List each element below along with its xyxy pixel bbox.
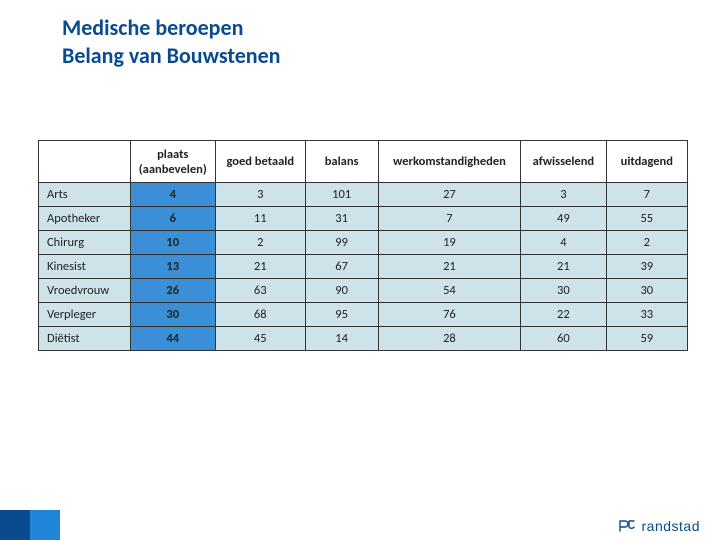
table-cell: 68 bbox=[215, 303, 305, 327]
table-cell: 99 bbox=[305, 231, 378, 255]
table-row: Diëtist444514286059 bbox=[39, 327, 688, 351]
header-col-0: plaats (aanbevelen) bbox=[130, 141, 215, 183]
row-label: Apotheker bbox=[39, 207, 131, 231]
table-body: Arts431012737Apotheker6113174955Chirurg1… bbox=[39, 183, 688, 351]
brand-text: randstad bbox=[642, 518, 700, 534]
table-row: Vroedvrouw266390543030 bbox=[39, 279, 688, 303]
table-cell: 22 bbox=[521, 303, 606, 327]
table-cell: 2 bbox=[215, 231, 305, 255]
table-cell: 21 bbox=[215, 255, 305, 279]
table-row: Kinesist132167212139 bbox=[39, 255, 688, 279]
table-cell: 14 bbox=[305, 327, 378, 351]
table-cell: 67 bbox=[305, 255, 378, 279]
row-label: Kinesist bbox=[39, 255, 131, 279]
table-cell: 3 bbox=[521, 183, 606, 207]
table-cell: 28 bbox=[378, 327, 520, 351]
header-col-3: werkomstandigheden bbox=[378, 141, 520, 183]
table-cell: 7 bbox=[378, 207, 520, 231]
header-col-5: uitdagend bbox=[606, 141, 687, 183]
header-col-1: goed betaald bbox=[215, 141, 305, 183]
table-row: Chirurg102991942 bbox=[39, 231, 688, 255]
footer-square-2 bbox=[30, 510, 60, 540]
table-cell: 33 bbox=[606, 303, 687, 327]
table-cell: 60 bbox=[521, 327, 606, 351]
table-cell: 49 bbox=[521, 207, 606, 231]
table-cell: 44 bbox=[130, 327, 215, 351]
header-empty bbox=[39, 141, 131, 183]
table-cell: 45 bbox=[215, 327, 305, 351]
table-cell: 10 bbox=[130, 231, 215, 255]
row-label: Arts bbox=[39, 183, 131, 207]
randstad-icon bbox=[618, 519, 636, 533]
title-line-1: Medische beroepen bbox=[62, 14, 720, 42]
data-table: plaats (aanbevelen) goed betaald balans … bbox=[38, 140, 688, 351]
table-cell: 2 bbox=[606, 231, 687, 255]
table-cell: 101 bbox=[305, 183, 378, 207]
slide-title: Medische beroepen Belang van Bouwstenen bbox=[0, 0, 720, 69]
table-cell: 95 bbox=[305, 303, 378, 327]
table-cell: 4 bbox=[130, 183, 215, 207]
table-cell: 30 bbox=[130, 303, 215, 327]
table-cell: 30 bbox=[521, 279, 606, 303]
table-cell: 26 bbox=[130, 279, 215, 303]
table-row: Arts431012737 bbox=[39, 183, 688, 207]
table-cell: 90 bbox=[305, 279, 378, 303]
table-cell: 13 bbox=[130, 255, 215, 279]
table-cell: 39 bbox=[606, 255, 687, 279]
table-cell: 55 bbox=[606, 207, 687, 231]
table-cell: 54 bbox=[378, 279, 520, 303]
table-cell: 21 bbox=[378, 255, 520, 279]
table-cell: 19 bbox=[378, 231, 520, 255]
slide-footer: randstad bbox=[0, 510, 720, 540]
table-row: Apotheker6113174955 bbox=[39, 207, 688, 231]
row-label: Diëtist bbox=[39, 327, 131, 351]
table-cell: 21 bbox=[521, 255, 606, 279]
table-cell: 30 bbox=[606, 279, 687, 303]
table-cell: 11 bbox=[215, 207, 305, 231]
table-cell: 76 bbox=[378, 303, 520, 327]
table-header-row: plaats (aanbevelen) goed betaald balans … bbox=[39, 141, 688, 183]
footer-square-1 bbox=[0, 510, 30, 540]
table-cell: 6 bbox=[130, 207, 215, 231]
brand-logo: randstad bbox=[618, 518, 700, 534]
row-label: Verpleger bbox=[39, 303, 131, 327]
table-cell: 27 bbox=[378, 183, 520, 207]
table-cell: 3 bbox=[215, 183, 305, 207]
table-cell: 59 bbox=[606, 327, 687, 351]
header-col-4: afwisselend bbox=[521, 141, 606, 183]
table-cell: 4 bbox=[521, 231, 606, 255]
title-line-2: Belang van Bouwstenen bbox=[62, 42, 720, 70]
row-label: Chirurg bbox=[39, 231, 131, 255]
table-cell: 7 bbox=[606, 183, 687, 207]
table-row: Verpleger306895762233 bbox=[39, 303, 688, 327]
data-table-container: plaats (aanbevelen) goed betaald balans … bbox=[38, 140, 688, 351]
header-col-2: balans bbox=[305, 141, 378, 183]
table-cell: 31 bbox=[305, 207, 378, 231]
row-label: Vroedvrouw bbox=[39, 279, 131, 303]
table-cell: 63 bbox=[215, 279, 305, 303]
